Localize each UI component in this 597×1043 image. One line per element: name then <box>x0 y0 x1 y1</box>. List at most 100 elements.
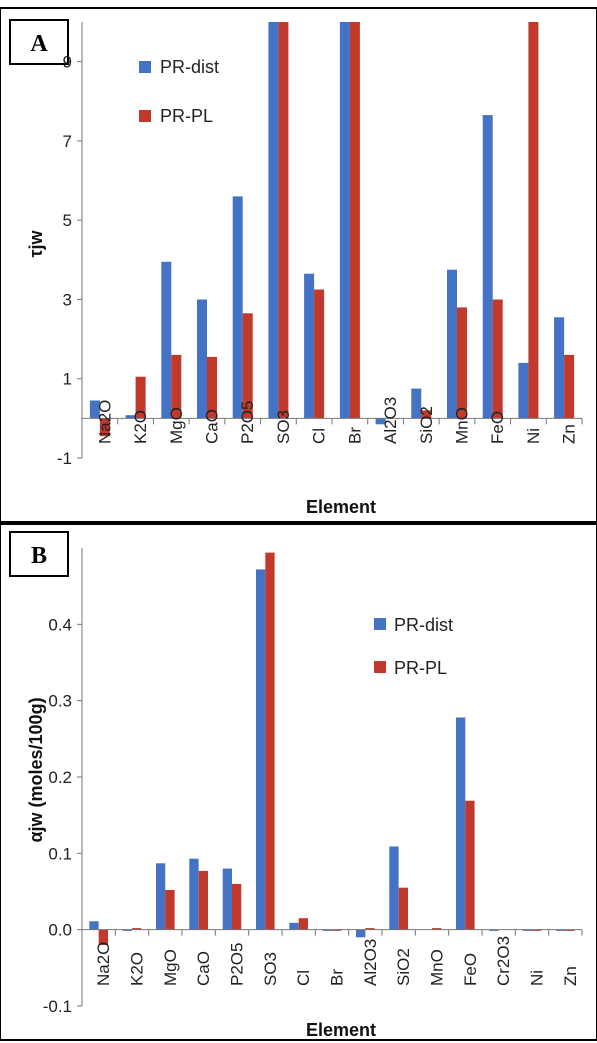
panel-a-bar-pr-pl-0 <box>99 418 110 437</box>
panel-b-bar-pr-dist-2 <box>156 863 166 930</box>
panel-b-bar-pr-pl-14 <box>565 929 575 931</box>
panel-b-y-tick-label-3: 0.2 <box>48 768 72 787</box>
panel-b-bar-pr-pl-0 <box>98 929 108 945</box>
panel-b-x-tick-label-9: SiO2 <box>394 948 413 986</box>
panel-a-x-tick-label-13: Zn <box>560 424 579 444</box>
panel-a-x-tick-label-1: K2O <box>131 410 150 444</box>
panel-b-bar-pr-dist-7 <box>322 929 332 931</box>
panel-a-axes <box>77 22 583 459</box>
panel-a-legend-swatch-pr-pl <box>139 110 151 122</box>
panel-a-bar-pr-pl-11 <box>492 299 503 419</box>
panel-a-y-tick-label-3: 5 <box>63 211 72 230</box>
panel-b-label: B <box>31 543 47 569</box>
panel-b-ticks: -0.1 0.0 0.1 0.2 0.3 0.4 Na2O K2O MgO CaO P2O5 SO3 C… <box>43 615 580 1016</box>
panel-a-x-tick-label-12: Ni <box>524 428 543 444</box>
panel-a-bar-pr-dist-9 <box>411 388 422 419</box>
panel-b-x-axis-title: Element <box>306 1020 376 1040</box>
panel-b-x-tick-label-3: CaO <box>194 951 213 986</box>
panel-b-bar-pr-dist-11 <box>456 717 466 930</box>
panel-a-legend-label-pr-pl: PR-PL <box>160 106 213 126</box>
panel-b-axes <box>77 548 583 1007</box>
panel-b-legend-label-pr-dist: PR-dist <box>394 615 453 635</box>
panel-a-x-tick-label-0: Na2O <box>95 400 114 444</box>
panel-b-x-tick-label-14: Zn <box>561 966 580 986</box>
panel-b-label-box <box>9 531 69 577</box>
panel-b-x-tick-label-11: FeO <box>461 953 480 986</box>
panel-a-frame <box>0 7 597 523</box>
panel-a: A τjw Element -1 1 3 5 7 9 Na2O K2O MgO CaO P2O5 SO… <box>0 7 597 523</box>
panel-b-bar-pr-pl-8 <box>365 928 375 930</box>
panel-a-bar-pr-pl-3 <box>207 356 217 419</box>
panel-a-bar-pr-dist-0 <box>89 400 100 419</box>
panel-b-bar-pr-pl-4 <box>232 883 242 930</box>
panel-b-bar-pr-pl-5 <box>265 552 275 930</box>
panel-a-bar-pr-pl-12 <box>528 22 539 419</box>
panel-b-x-tick-label-0: Na2O <box>94 942 113 986</box>
panel-a-y-tick-label-0: -1 <box>57 449 72 468</box>
panel-b-bar-pr-dist-9 <box>389 846 399 930</box>
panel-a-bar-pr-pl-10 <box>457 307 467 419</box>
panel-b-x-tick-label-4: P2O5 <box>227 943 246 986</box>
panel-b: B αjw (moles/100g) Element -0.1 0.0 0.1 0.2… <box>0 523 597 1041</box>
panel-a-bars <box>89 22 575 437</box>
panel-a-bar-pr-pl-7 <box>349 22 360 419</box>
panel-b-x-tick-label-12: Cr2O3 <box>494 936 513 986</box>
panel-a-bar-pr-dist-3 <box>197 299 207 419</box>
panel-b-bar-pr-dist-5 <box>256 569 266 930</box>
panel-b-bar-pr-pl-1 <box>132 928 142 930</box>
panel-a-bar-pr-pl-2 <box>171 354 182 419</box>
panel-a-bar-pr-pl-1 <box>135 376 146 419</box>
panel-b-bar-pr-dist-0 <box>89 921 99 930</box>
panel-a-x-tick-label-6: Cl <box>310 428 329 444</box>
panel-a-label: A <box>30 31 48 57</box>
panel-a-bar-pr-dist-6 <box>304 273 315 419</box>
panel-b-legend: PR-dist PR-PL <box>374 615 453 678</box>
panel-a-y-tick-label-2: 3 <box>63 290 72 309</box>
panel-a-x-axis-title: Element <box>306 497 376 517</box>
panel-a-ticks: -1 1 3 5 7 9 Na2O K2O MgO CaO P2O5 SO3 Cl Br Al2O3 SiO2… <box>57 53 579 468</box>
panel-a-bar-pr-pl-6 <box>314 289 325 419</box>
panel-b-bar-pr-pl-6 <box>298 918 308 930</box>
panel-b-bar-pr-dist-6 <box>289 922 299 930</box>
panel-a-x-tick-label-9: SiO2 <box>417 406 436 444</box>
panel-b-y-axis-title: αjw (moles/100g) <box>26 697 46 842</box>
panel-b-bar-pr-dist-8 <box>356 929 366 938</box>
panel-a-x-tick-label-5: SO3 <box>274 410 293 444</box>
panel-b-bar-pr-pl-2 <box>165 890 175 930</box>
panel-b-legend-label-pr-pl: PR-PL <box>394 658 447 678</box>
panel-b-x-tick-label-7: Br <box>327 969 346 986</box>
panel-a-label-box <box>9 19 69 65</box>
panel-a-legend: PR-dist PR-PL <box>139 57 219 126</box>
panel-a-bar-pr-dist-10 <box>447 269 457 419</box>
panel-b-bar-pr-dist-12 <box>489 929 499 931</box>
panel-a-x-tick-label-10: MnO <box>452 407 471 444</box>
panel-a-x-tick-label-4: P2O5 <box>238 401 257 444</box>
panel-a-bar-pr-dist-4 <box>232 196 243 419</box>
panel-b-bar-pr-pl-13 <box>532 929 542 931</box>
panel-a-bar-pr-dist-1 <box>125 415 136 419</box>
panel-a-x-tick-label-7: Br <box>345 427 364 444</box>
panel-b-frame <box>0 523 597 1041</box>
panel-b-x-tick-label-6: Cl <box>294 970 313 986</box>
panel-a-y-tick-label-1: 1 <box>63 370 72 389</box>
panel-b-bar-pr-dist-14 <box>556 929 566 931</box>
panel-a-bar-pr-dist-11 <box>482 115 493 419</box>
panel-b-bar-pr-dist-13 <box>522 929 532 931</box>
panel-b-x-tick-label-2: MgO <box>161 949 180 986</box>
panel-b-bar-pr-pl-3 <box>198 870 208 930</box>
panel-b-bar-pr-dist-1 <box>122 929 132 931</box>
panel-a-bar-pr-dist-8 <box>375 418 386 425</box>
panel-b-bar-pr-pl-10 <box>432 928 442 930</box>
panel-b-bar-pr-pl-7 <box>332 929 342 931</box>
panel-b-bar-pr-dist-3 <box>189 858 199 930</box>
panel-b-x-tick-label-8: Al2O3 <box>361 939 380 986</box>
panel-a-y-axis-title: τjw <box>26 229 46 257</box>
panel-a-legend-label-pr-dist: PR-dist <box>160 57 219 77</box>
panel-a-bar-pr-pl-13 <box>564 354 575 419</box>
panel-a-legend-swatch-pr-dist <box>139 61 151 73</box>
panel-a-bar-pr-pl-9 <box>421 410 432 419</box>
panel-a-x-tick-label-3: CaO <box>202 409 221 444</box>
panel-b-y-tick-label-2: 0.1 <box>48 844 72 863</box>
panel-a-bar-pr-dist-2 <box>161 261 172 419</box>
